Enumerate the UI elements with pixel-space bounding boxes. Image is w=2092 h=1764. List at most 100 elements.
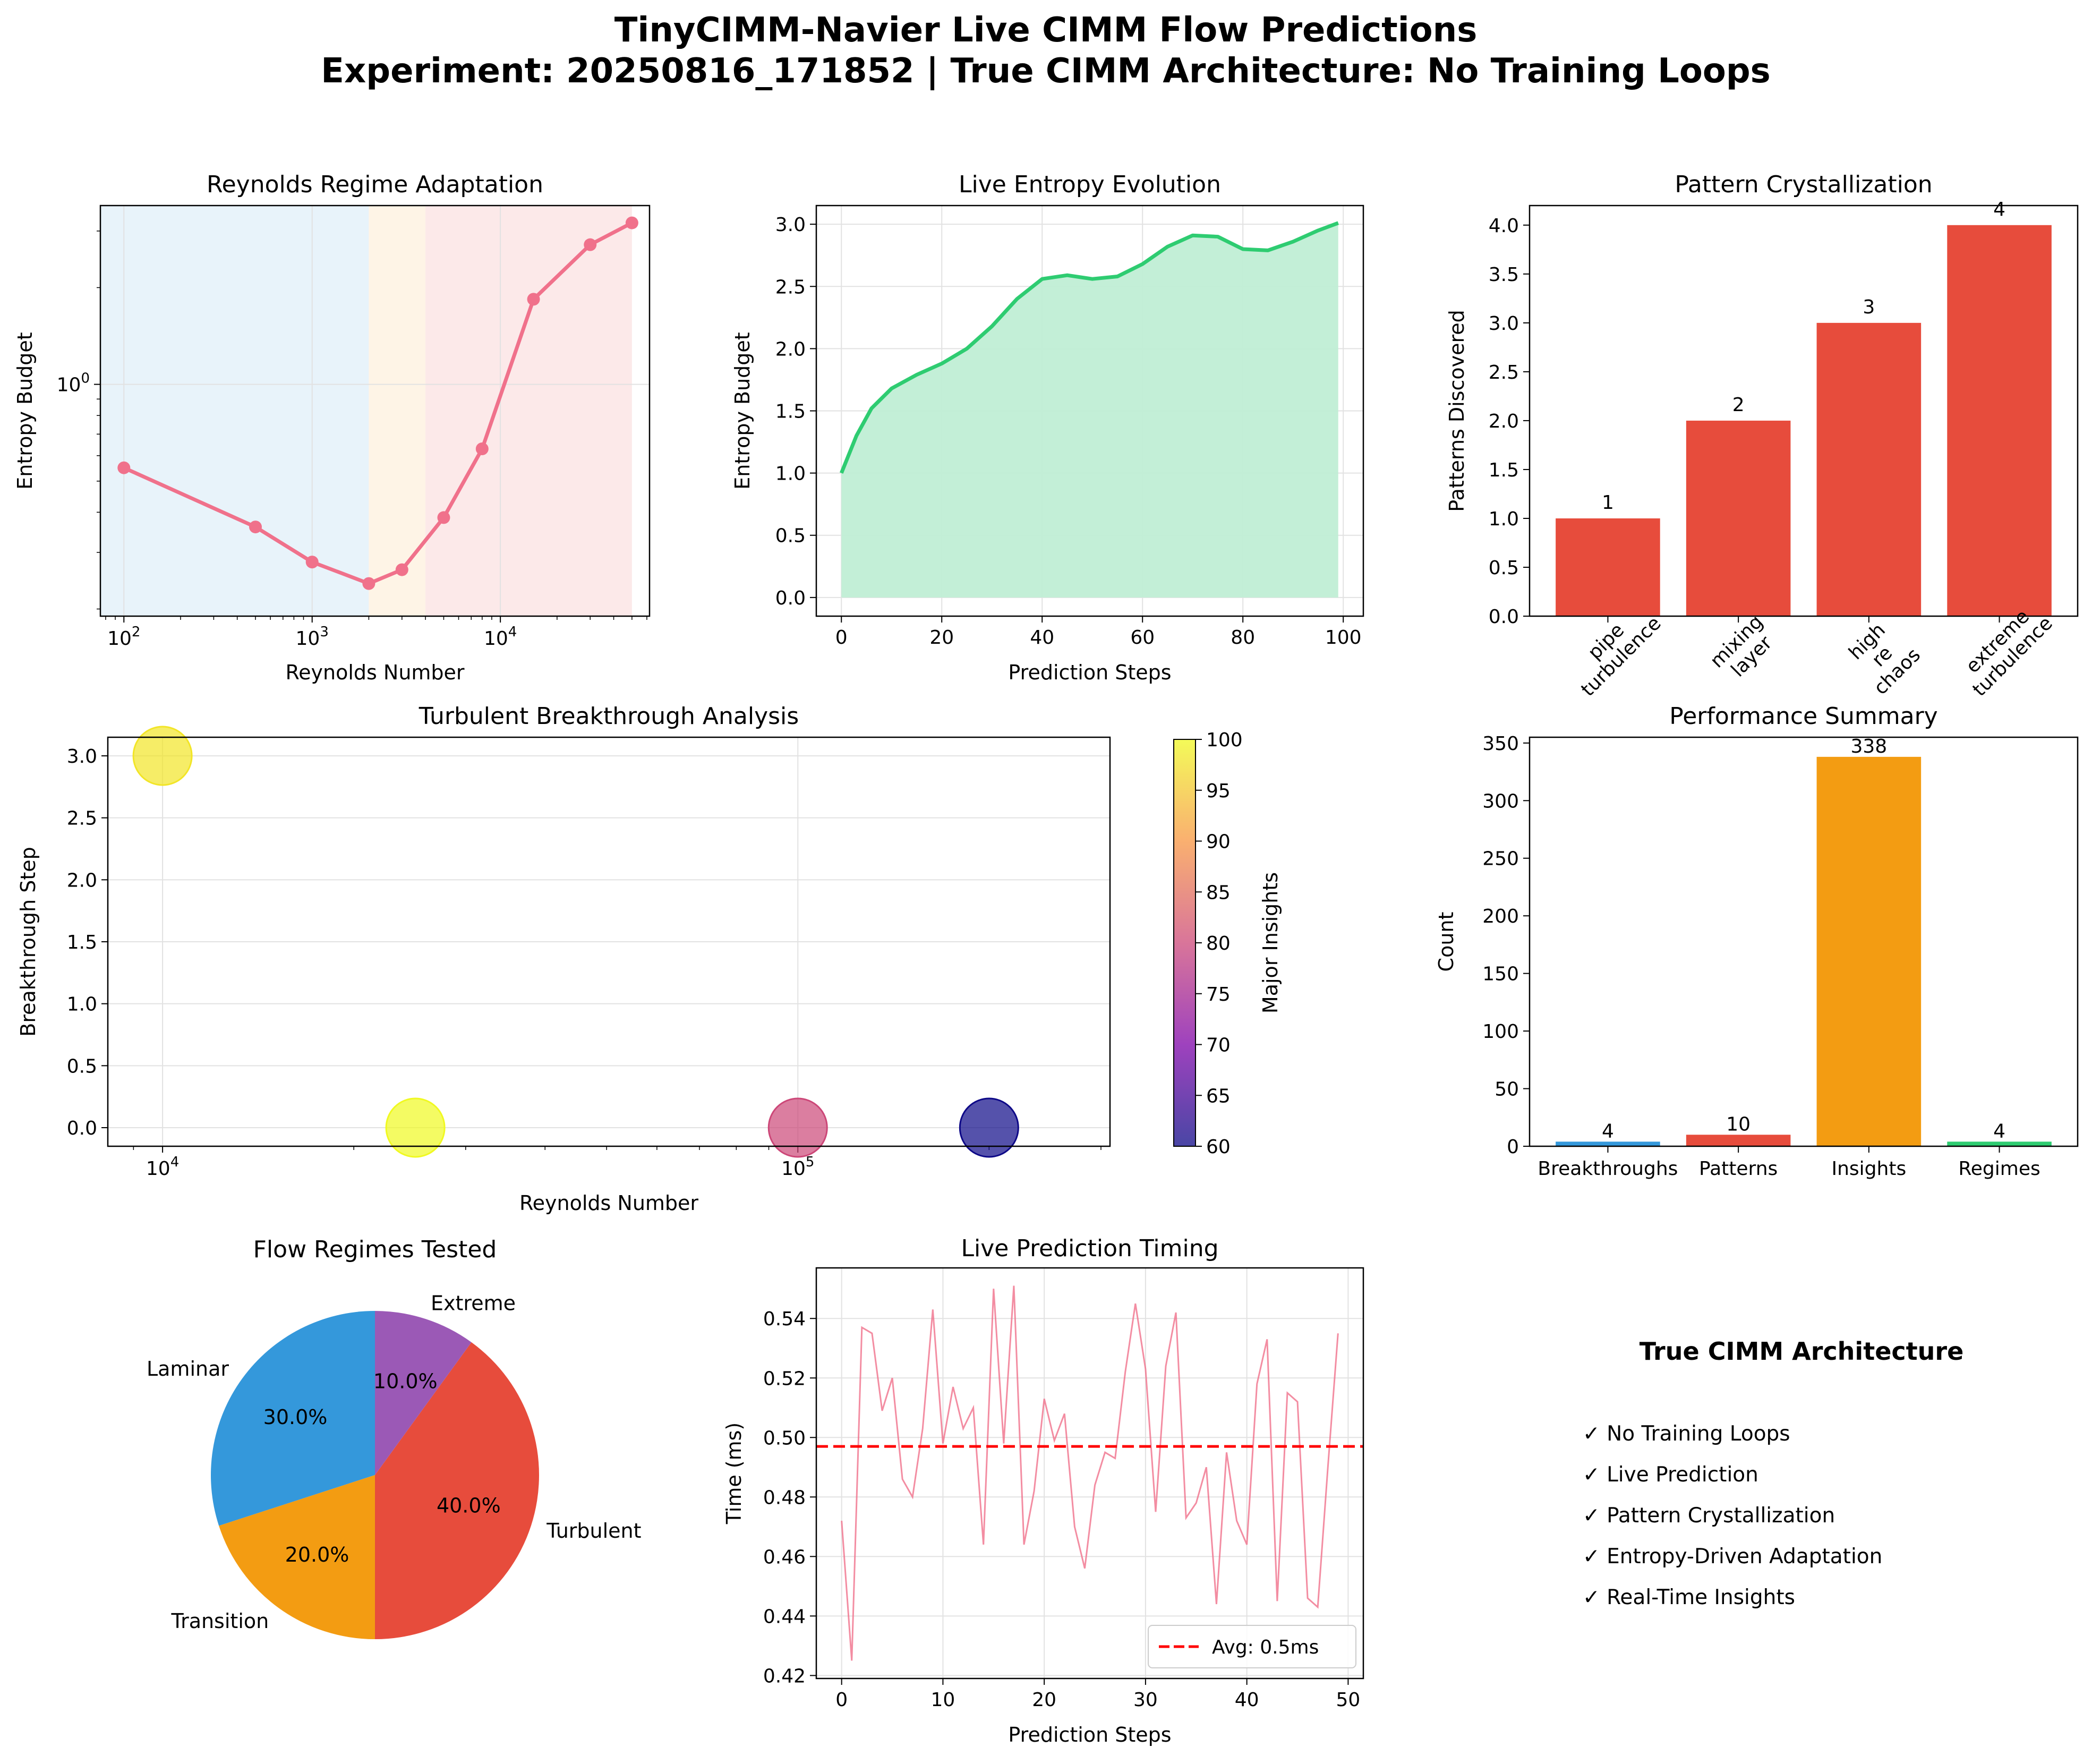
y-tick-label: 0.0 [775, 587, 806, 609]
data-point [117, 461, 131, 474]
y-tick-label: 2.0 [775, 338, 806, 360]
pie-label: Transition [170, 1609, 269, 1633]
pie-pct-label: 40.0% [437, 1494, 501, 1517]
axes-frame [1529, 736, 2079, 1147]
y-tick-label: 1.0 [1489, 508, 1519, 530]
y-tick-label: 1.5 [67, 932, 97, 953]
bar [1686, 1135, 1791, 1146]
y-tick-label: 0.50 [763, 1427, 806, 1449]
axes-frame [99, 204, 651, 617]
architecture-item: ✓ Entropy-Driven Adaptation [1583, 1545, 1882, 1569]
pattern-crystallization-chart: 0.00.51.01.52.02.53.03.54.01pipeturbulen… [1445, 171, 2079, 701]
y-tick-label: 0.5 [67, 1055, 97, 1077]
y-tick-label: 0.0 [1489, 606, 1519, 628]
colorbar-tick-label: 80 [1206, 933, 1231, 955]
chart-title: Turbulent Breakthrough Analysis [419, 703, 799, 730]
pie-slice [375, 1311, 472, 1475]
pie-pct-label: 30.0% [263, 1405, 328, 1429]
y-tick-label: 3.0 [1489, 313, 1519, 335]
entropy-evolution-chart: 0.0 0.5 1.0 1.5 2.0 2.5 3.0 0 20 40 60 80 100 Live En… [731, 171, 1364, 684]
x-tick-label: 40 [1235, 1689, 1259, 1711]
colorbar-tick-label: 85 [1206, 882, 1231, 904]
data-point [395, 563, 408, 576]
y-tick-label: 0 [1507, 1136, 1519, 1158]
x-axis-label: Reynolds Number [519, 1191, 698, 1215]
x-axis-label: Reynolds Number [285, 661, 464, 684]
chart-title: Pattern Crystallization [1675, 171, 1932, 198]
regime-band [100, 206, 369, 616]
x-tick-label: highrechaos [1840, 614, 1925, 699]
y-tick-label: 3.0 [775, 214, 806, 236]
breakthrough-analysis-chart: 0.0 0.5 1.0 1.5 2.0 2.5 3.0 104 105 Turbulent Bre… [16, 703, 1282, 1215]
axes-frame [1529, 204, 2079, 617]
bar [1947, 225, 2052, 616]
y-axis-label: Time (ms) [722, 1422, 746, 1525]
flow-regimes-pie: Flow Regimes Tested Laminar 30.0% Transitio… [147, 1236, 642, 1640]
data-point [527, 293, 540, 306]
y-tick-label: 0.5 [775, 525, 806, 547]
bar [1816, 322, 1922, 616]
axes-frame [815, 1267, 1364, 1680]
bar-value-label: 1 [1602, 492, 1614, 514]
data-point [305, 556, 319, 569]
figure-title-line2: Experiment: 20250816_171852 | True CIMM … [321, 52, 1770, 91]
y-tick-label: 100 [57, 371, 90, 396]
y-tick-label: 1.5 [775, 401, 806, 423]
axes-frame [107, 736, 1111, 1147]
y-tick-label: 0.42 [763, 1665, 806, 1687]
colorbar-tick-label: 65 [1206, 1085, 1231, 1107]
legend-box [1148, 1625, 1356, 1668]
axes-frame [815, 204, 1364, 617]
data-point [249, 521, 262, 534]
y-tick-label: 50 [1495, 1079, 1519, 1101]
colorbar-tick-label: 100 [1206, 729, 1243, 751]
y-tick-label: 0.44 [763, 1606, 806, 1627]
prediction-timing-chart: 0.42 0.44 0.46 0.48 0.50 0.52 0.54 0 10 20 30 40 50 A… [722, 1235, 1364, 1746]
x-tick-label: Insights [1831, 1158, 1906, 1180]
data-point [475, 442, 489, 456]
x-tick-label: 104 [146, 1154, 179, 1180]
series-line [840, 221, 1339, 474]
bar [1947, 1141, 2052, 1146]
scatter-point [385, 1097, 446, 1158]
architecture-item: ✓ Real-Time Insights [1583, 1586, 1795, 1609]
y-tick-label: 4.0 [1489, 215, 1519, 237]
pie-slice [375, 1342, 540, 1640]
x-tick-label: 0 [835, 627, 848, 649]
chart-title: Live Entropy Evolution [959, 171, 1221, 198]
x-tick-label: Patterns [1699, 1158, 1778, 1180]
y-tick-label: 3.0 [67, 746, 97, 768]
x-tick-label: Breakthroughs [1538, 1158, 1678, 1180]
bar-value-label: 338 [1850, 736, 1887, 757]
x-tick-label: 50 [1336, 1689, 1360, 1711]
architecture-title: True CIMM Architecture [1640, 1337, 1964, 1366]
x-tick-label: 0 [835, 1689, 848, 1711]
y-tick-label: 250 [1482, 848, 1519, 870]
x-tick-label: 104 [484, 624, 517, 650]
y-axis-label: Entropy Budget [731, 332, 754, 489]
series-line [123, 221, 633, 586]
data-point [625, 216, 638, 229]
pie-slice [219, 1475, 375, 1639]
x-tick-label: 40 [1030, 627, 1054, 649]
y-tick-label: 1.5 [1489, 459, 1519, 481]
y-tick-label: 100 [1482, 1021, 1519, 1043]
regime-band [425, 206, 632, 616]
bar [1686, 420, 1791, 616]
colorbar-tick-label: 60 [1206, 1136, 1231, 1158]
scatter-point [767, 1097, 828, 1158]
colorbar-tick-label: 75 [1206, 984, 1231, 1005]
x-tick-label: 102 [107, 624, 140, 650]
y-tick-label: 0.5 [1489, 557, 1519, 579]
bar [1816, 756, 1922, 1146]
y-tick-label: 2.0 [67, 870, 97, 891]
y-axis-label: Entropy Budget [13, 332, 37, 489]
chart-title: Live Prediction Timing [961, 1235, 1218, 1262]
reynolds-regime-chart: 102 103 104 100 Reynolds Regime Adaptation Re… [13, 171, 651, 684]
colorbar-tick-label: 90 [1206, 831, 1231, 853]
y-axis-label: Patterns Discovered [1445, 310, 1468, 512]
chart-title: Flow Regimes Tested [253, 1236, 497, 1263]
x-tick-label: 10 [931, 1689, 955, 1711]
pie-label: Turbulent [546, 1519, 641, 1543]
